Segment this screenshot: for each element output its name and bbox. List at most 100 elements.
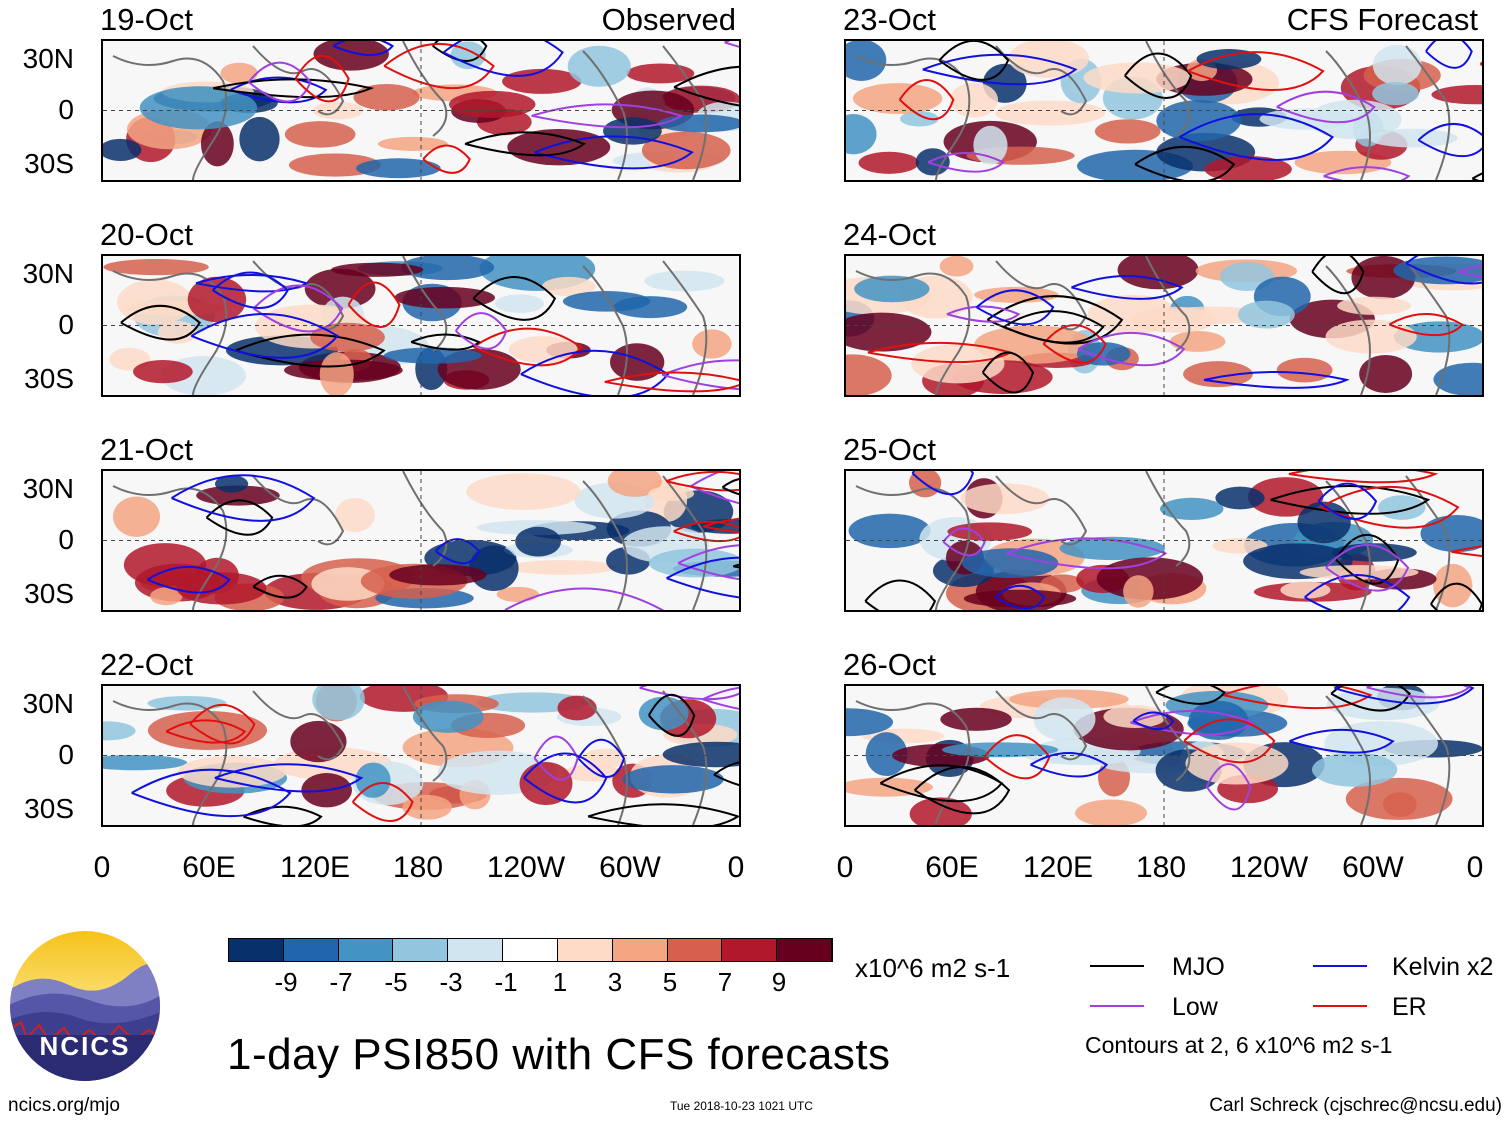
coastline: [662, 475, 708, 610]
psi-anomaly-blob: [610, 343, 665, 381]
wave-contour: [1077, 332, 1186, 367]
wave-contour: [1124, 52, 1193, 99]
footer-url[interactable]: ncics.org/mjo: [8, 1095, 120, 1116]
lon-label: 0: [1466, 851, 1484, 884]
psi-anomaly-blob: [1393, 321, 1482, 353]
wave-contour: [211, 271, 289, 309]
coastline: [252, 45, 345, 116]
psi-anomaly-blob: [412, 700, 484, 733]
coastline: [1145, 686, 1191, 782]
psi-anomaly-blob: [1076, 342, 1131, 366]
coastline: [112, 485, 228, 610]
psi-anomaly-blob: [541, 276, 596, 297]
wave-contour: [472, 276, 557, 321]
panel-date: 19-Oct: [100, 2, 194, 37]
psi-anomaly-blob: [626, 63, 695, 84]
footer-timestamp: Tue 2018-10-23 1021 UTC: [670, 1099, 813, 1113]
legend-label-kelvin: Kelvin x2: [1392, 953, 1494, 981]
map-panel: [101, 254, 741, 397]
wave-contour: [1366, 686, 1472, 699]
coastline: [855, 270, 971, 395]
wave-contour: [981, 351, 1035, 394]
legend-line-mjo: [1090, 965, 1144, 967]
psi-anomaly-blob: [846, 354, 892, 395]
psi-anomaly-blob: [648, 548, 739, 578]
wave-contour: [1179, 113, 1334, 161]
wave-contour: [230, 76, 328, 104]
colorbar-cell: [722, 939, 778, 961]
psi-anomaly-blob: [1212, 538, 1268, 554]
wave-contour: [189, 703, 256, 745]
coastline: [1145, 471, 1191, 567]
legend-label-mjo: MJO: [1172, 953, 1225, 981]
psi-anomaly-blob: [448, 90, 536, 118]
colorbar-label: 1: [552, 967, 568, 997]
wave-contour: [1288, 728, 1395, 754]
wave-contour: [454, 312, 508, 350]
wave-contour: [639, 686, 739, 701]
footer-credit: Carl Schreck (cjschrec@ncsu.edu): [1209, 1095, 1502, 1116]
psi-anomaly-blob: [846, 312, 932, 352]
coastline: [402, 686, 448, 782]
psi-anomaly-blob: [1276, 357, 1333, 383]
wave-contour: [673, 65, 739, 107]
wave-contour: [1471, 172, 1482, 180]
psi-anomaly-blob: [176, 572, 267, 605]
psi-anomaly-blob: [963, 589, 1077, 608]
psi-anomaly-blob: [1359, 354, 1413, 393]
psi-anomaly-blob: [1033, 697, 1096, 741]
contours-note: Contours at 2, 6 x10^6 m2 s-1: [1085, 1032, 1393, 1058]
wave-contour: [120, 304, 201, 341]
map-field: [103, 41, 739, 180]
colorbar-cell: [229, 939, 284, 961]
coastline: [252, 475, 345, 546]
wave-contour: [523, 752, 608, 804]
map-field: [846, 256, 1482, 395]
psi-anomaly-blob: [377, 136, 448, 151]
colorbar-label: -5: [384, 967, 408, 997]
colorbar-frame: [228, 938, 833, 962]
wave-contour: [243, 805, 323, 825]
wave-contour: [1323, 166, 1411, 180]
lon-label: 60E: [182, 851, 236, 884]
psi-anomaly-blob: [103, 258, 209, 276]
wave-contour: [1417, 122, 1482, 158]
wave-contour: [1155, 686, 1226, 705]
lat-label-30s: 30S: [24, 148, 74, 179]
psi-anomaly-blob: [1123, 575, 1154, 608]
wave-contour: [442, 41, 564, 77]
wave-contour: [1334, 686, 1475, 705]
psi-anomaly-blob: [848, 513, 931, 549]
psi-anomaly-blob: [622, 765, 724, 794]
psi-anomaly-blob: [846, 114, 877, 155]
lat-label-30n: 30N: [22, 43, 74, 74]
psi-anomaly-blob: [949, 82, 999, 118]
lat-label-30n: 30N: [22, 688, 74, 719]
psi-anomaly-blob: [557, 695, 597, 721]
psi-anomaly-blob: [200, 121, 234, 167]
psi-anomaly-blob: [353, 84, 420, 111]
wave-contour: [577, 738, 626, 778]
wave-contour: [1430, 582, 1482, 610]
psi-anomaly-blob: [103, 138, 142, 161]
observed-title: Observed: [601, 2, 736, 37]
lat-label-30s: 30S: [24, 793, 74, 824]
wave-contour: [332, 41, 395, 56]
psi-anomaly-blob: [466, 473, 581, 511]
map-panel: [844, 39, 1484, 182]
wave-contour: [212, 78, 375, 99]
psi-anomaly-blob: [1204, 156, 1292, 180]
coastline: [112, 700, 228, 825]
wave-contour: [195, 274, 309, 293]
psi-anomaly-blob: [1337, 296, 1412, 315]
psi-anomaly-blob: [1215, 486, 1265, 510]
map-panel: [101, 684, 741, 827]
map-panel: [101, 39, 741, 182]
wave-contour: [165, 719, 247, 744]
colorbar-cell: [393, 939, 449, 961]
colorbar-label: 3: [607, 967, 623, 997]
psi-anomaly-blob: [313, 41, 389, 71]
lon-label: 0: [836, 851, 854, 884]
coastline: [662, 260, 708, 395]
colorbar-cell: [557, 939, 613, 961]
